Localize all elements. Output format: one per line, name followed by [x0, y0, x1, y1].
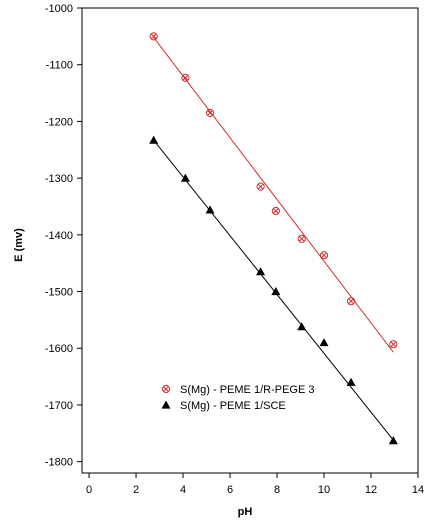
x-tick-label: 10 [318, 484, 330, 496]
y-tick-label: -1600 [45, 343, 73, 355]
legend-label-series-1: S(Mg) - PEME 1/R-PEGE 3 [180, 384, 314, 396]
y-tick-label: -1000 [45, 3, 73, 15]
x-tick-label: 2 [133, 484, 139, 496]
x-tick-label: 12 [365, 484, 377, 496]
legend-marker-circle-x [161, 384, 171, 394]
legend-marker-triangle [161, 400, 171, 409]
x-tick-label: 6 [227, 484, 233, 496]
data-point-series-1 [256, 182, 265, 191]
data-point-series-1 [297, 234, 306, 243]
legend-marker-triangle-shape [161, 400, 171, 409]
y-axis-label: E (mv) [13, 228, 25, 262]
data-point-series-2 [205, 205, 215, 214]
data-point-series-1 [319, 251, 329, 260]
x-axis-label: pH [238, 506, 253, 518]
data-point-series-2 [256, 267, 266, 276]
x-tick-label: 4 [180, 484, 186, 496]
x-axis: 0 2 4 6 8 10 12 14 [86, 473, 424, 496]
fit-line-series-2 [153, 139, 394, 441]
fit-line-series-1 [153, 37, 394, 353]
x-tick-label: 14 [412, 484, 424, 496]
fit-lines [153, 37, 394, 441]
data-point-series-2 [388, 436, 398, 445]
data-point-series-1 [389, 340, 398, 349]
data-point-series-1 [181, 73, 190, 82]
x-tick-label: 0 [86, 484, 92, 496]
plot-area [81, 7, 419, 474]
data-point-series-2 [180, 173, 190, 182]
legend-marker-circle-x-shape [161, 384, 171, 394]
y-axis: -1000 -1100 -1200 -1300 -1400 -1500 -1600 -1700… [45, 3, 82, 469]
data-point-series-2 [271, 287, 281, 296]
data-point-series-2 [149, 135, 159, 144]
data-point-series-2 [297, 322, 307, 331]
legend: S(Mg) - PEME 1/R-PEGE 3 S(Mg) - PEME 1/S… [161, 384, 314, 412]
data-point-series-1 [149, 32, 158, 41]
y-tick-label: -1300 [45, 173, 73, 185]
data-point-series-1 [205, 108, 215, 118]
y-tick-label: -1700 [45, 400, 73, 412]
legend-label-series-2: S(Mg) - PEME 1/SCE [180, 400, 286, 412]
plot-frame [81, 7, 419, 474]
data-point-series-2 [319, 338, 329, 347]
y-tick-label: -1400 [45, 230, 73, 242]
data-point-series-1 [271, 206, 280, 216]
x-tick-label: 8 [274, 484, 280, 496]
data-point-series-2 [346, 377, 356, 386]
y-tick-label: -1800 [45, 457, 73, 469]
data-point-series-1 [346, 297, 356, 306]
y-tick-label: -1500 [45, 287, 73, 299]
y-tick-label: -1100 [46, 60, 73, 72]
y-tick-label: -1200 [45, 116, 73, 128]
markers [149, 32, 398, 445]
